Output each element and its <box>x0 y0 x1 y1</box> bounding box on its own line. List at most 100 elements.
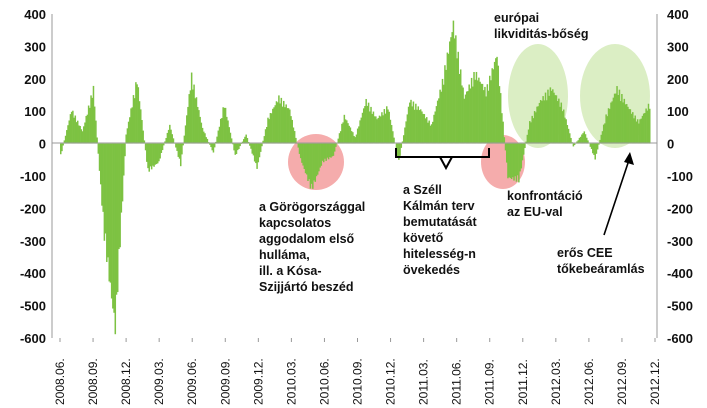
data-bar <box>178 143 181 159</box>
data-bar <box>169 124 171 144</box>
data-bar <box>347 123 349 144</box>
data-bar <box>508 143 510 178</box>
y-tick-label-right: 300 <box>667 39 689 54</box>
data-bar <box>261 143 263 147</box>
annotation-cee-line: tőkebeáramlás <box>557 262 645 276</box>
data-bar <box>395 143 398 150</box>
data-bar <box>116 143 119 293</box>
data-bar <box>550 90 553 144</box>
data-bar <box>647 103 650 144</box>
data-bar <box>318 143 320 172</box>
data-bar <box>166 132 169 144</box>
data-bar <box>585 137 588 144</box>
data-bar <box>612 97 615 144</box>
data-bar <box>335 143 337 147</box>
data-bar <box>536 106 538 144</box>
data-bar <box>429 125 432 144</box>
data-bar <box>512 143 514 178</box>
x-tick-label: 2011.12. <box>516 359 530 405</box>
annotation-greek-line: hulláma, <box>259 248 310 262</box>
data-bar <box>184 125 187 144</box>
data-bar <box>226 116 228 144</box>
data-bar <box>452 20 455 144</box>
data-bar <box>573 143 576 146</box>
data-bar <box>267 117 269 144</box>
data-bar <box>541 100 543 144</box>
data-bar <box>264 129 267 144</box>
data-bar <box>474 79 476 144</box>
data-bar <box>581 134 583 144</box>
data-bar <box>623 98 626 144</box>
data-bar <box>238 143 240 149</box>
data-bar <box>99 143 102 185</box>
data-bar <box>275 101 278 144</box>
data-bar <box>362 108 365 144</box>
data-bar <box>258 143 261 158</box>
data-bar <box>442 84 445 144</box>
data-bar <box>642 113 645 144</box>
data-bar <box>577 140 580 144</box>
data-bar <box>227 120 229 144</box>
data-bar <box>198 110 200 144</box>
data-bar <box>629 109 632 144</box>
annotation-szell-line: Kálmán terv <box>403 199 475 213</box>
data-bar <box>165 138 167 144</box>
data-bar <box>211 143 213 151</box>
data-bar <box>312 143 314 189</box>
data-bar <box>616 86 618 144</box>
data-bar <box>97 143 100 154</box>
data-bar <box>171 134 174 144</box>
data-bar <box>266 126 268 144</box>
data-bar <box>259 143 262 152</box>
data-bar <box>473 72 475 144</box>
data-bar <box>176 143 178 151</box>
data-bar <box>373 116 376 144</box>
data-bar <box>239 143 241 147</box>
data-bar <box>428 120 430 144</box>
data-bar <box>467 91 469 144</box>
data-bar <box>422 113 424 144</box>
annotation-greek-line: Szijjártó beszéd <box>259 280 353 294</box>
data-bar <box>364 106 366 144</box>
data-bar <box>228 127 230 144</box>
data-bar <box>179 143 182 167</box>
data-bar <box>252 143 255 156</box>
data-bar <box>547 89 549 144</box>
data-bar <box>344 119 347 144</box>
data-bar <box>621 94 623 144</box>
data-bar <box>67 125 69 144</box>
data-bar <box>147 143 149 169</box>
data-bar <box>509 143 512 178</box>
data-bar <box>81 131 84 144</box>
data-bar <box>69 114 72 144</box>
data-bar <box>76 120 79 144</box>
data-bar <box>371 113 373 144</box>
data-bar <box>85 115 87 144</box>
data-bar <box>602 124 605 144</box>
data-bar <box>638 123 640 144</box>
data-bar <box>324 143 326 159</box>
data-bar <box>131 107 134 144</box>
data-bar <box>484 86 486 144</box>
data-bar <box>89 107 91 144</box>
data-bar <box>83 126 85 144</box>
data-bar <box>108 143 110 282</box>
data-bar <box>600 134 603 144</box>
data-bar <box>133 98 136 144</box>
data-bar <box>504 143 507 151</box>
data-bar <box>217 130 220 144</box>
data-bar <box>110 143 113 299</box>
data-bar <box>513 143 515 181</box>
data-bar <box>304 143 307 174</box>
annotation-szell-line: övekedés <box>403 263 460 277</box>
data-bar <box>535 112 537 144</box>
data-bar <box>531 115 533 144</box>
data-bar <box>130 108 132 144</box>
data-bar <box>497 65 500 144</box>
annotation-cee-line: erős CEE <box>557 246 613 260</box>
data-bar <box>87 105 90 144</box>
data-bar <box>224 107 227 144</box>
x-tick-label: 2011.06. <box>450 359 464 405</box>
data-bar <box>399 143 401 156</box>
data-bar <box>249 143 251 146</box>
